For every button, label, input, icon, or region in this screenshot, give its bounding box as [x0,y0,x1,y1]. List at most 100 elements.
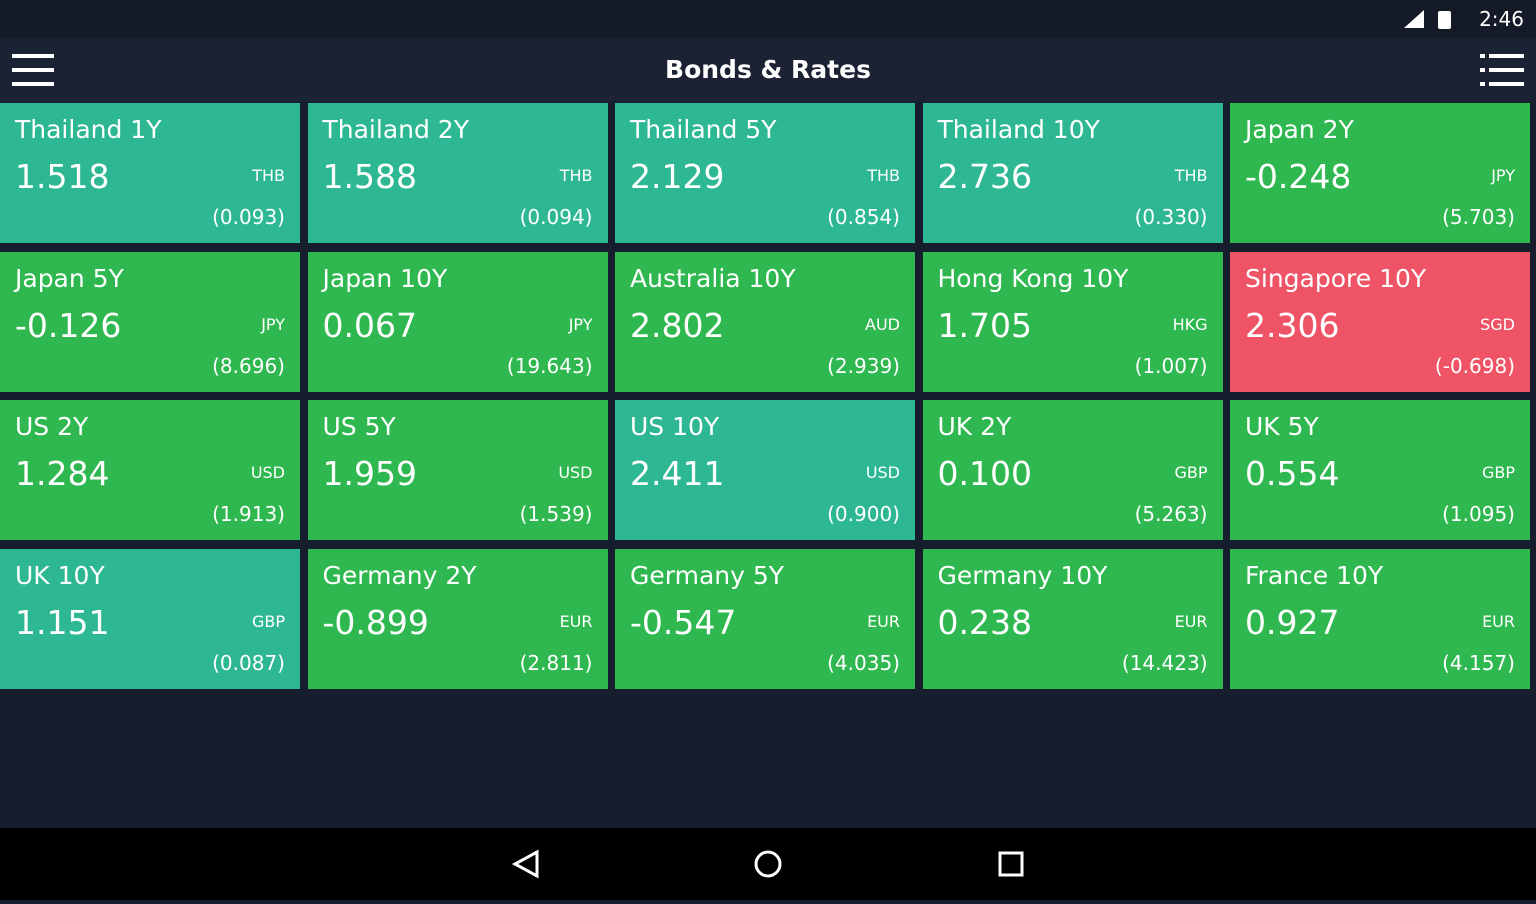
bond-name: Singapore 10Y [1245,263,1427,293]
menu-button[interactable] [12,52,56,88]
rate-tile[interactable]: Thailand 2Y 1.588 THB (0.094) [307,103,608,243]
currency: EUR [559,611,593,631]
yield-value: 1.151 [15,602,110,642]
currency: JPY [261,314,285,334]
rate-tile[interactable]: Germany 10Y 0.238 EUR (14.423) [922,548,1223,689]
back-button[interactable] [511,849,539,879]
change: (0.900) [827,502,900,526]
change: (-0.698) [1434,353,1515,378]
rate-tile[interactable]: Japan 5Y -0.126 JPY (8.696) [0,251,300,392]
rate-tile[interactable]: UK 10Y 1.151 GBP (0.087) [0,548,300,689]
yield-value: 2.802 [630,305,725,345]
rate-tile[interactable]: Germany 5Y -0.547 EUR (4.035) [615,548,915,689]
rate-tile[interactable]: France 10Y 0.927 EUR (4.157) [1230,548,1530,689]
change: (4.035) [827,650,900,675]
rate-tile[interactable]: Australia 10Y 2.802 AUD (2.939) [615,251,915,392]
rate-tile[interactable]: Japan 2Y -0.248 JPY (5.703) [1230,103,1530,243]
yield-value: 2.411 [630,454,725,493]
currency: USD [558,463,593,482]
list-view-button[interactable] [1480,52,1524,88]
yield-value: 1.705 [937,305,1032,345]
change: (19.643) [506,353,593,378]
rate-tile[interactable]: UK 5Y 0.554 GBP (1.095) [1230,400,1530,540]
yield-value: 1.518 [15,157,110,196]
change: (0.087) [212,650,285,675]
bond-name: Thailand 10Y [937,115,1100,144]
bond-name: Australia 10Y [630,263,796,293]
bond-name: US 2Y [15,412,89,441]
currency: SGD [1480,314,1515,334]
currency: USD [250,463,285,482]
status-icons [1404,10,1451,29]
bond-name: Thailand 2Y [322,115,469,144]
bond-name: UK 5Y [1245,412,1319,441]
rate-tile[interactable]: Germany 2Y -0.899 EUR (2.811) [307,548,608,689]
bond-name: France 10Y [1245,560,1384,590]
yield-value: 2.129 [630,157,725,196]
yield-value: 0.067 [322,305,417,345]
change: (1.913) [212,502,285,526]
yield-value: 1.588 [322,157,417,196]
home-button[interactable] [754,850,782,878]
rate-tile[interactable]: Japan 10Y 0.067 JPY (19.643) [307,251,608,392]
status-bar: 2:46 [0,0,1536,38]
yield-value: 0.100 [937,454,1032,493]
rate-tile[interactable]: Thailand 10Y 2.736 THB (0.330) [922,103,1223,243]
currency: GBP [1481,463,1515,482]
nav-buttons [511,849,1024,879]
change: (0.854) [827,205,900,229]
bond-name: Japan 5Y [15,263,124,293]
currency: GBP [1174,463,1208,482]
bond-name: UK 2Y [937,412,1012,441]
rate-tile[interactable]: US 10Y 2.411 USD (0.900) [615,400,915,540]
currency: THB [252,166,285,185]
currency: JPY [1491,166,1515,185]
rate-tile[interactable]: Thailand 1Y 1.518 THB (0.093) [0,103,300,243]
recents-button[interactable] [998,851,1024,877]
bond-name: US 5Y [322,412,396,441]
yield-value: -0.248 [1245,157,1352,196]
bond-name: Japan 10Y [322,263,448,293]
change: (0.094) [519,205,593,229]
bond-name: Thailand 5Y [630,115,777,144]
yield-value: 0.238 [937,602,1032,642]
bond-name: US 10Y [630,412,720,441]
yield-value: 0.927 [1245,602,1340,642]
currency: EUR [867,611,900,631]
rate-tile[interactable]: Thailand 5Y 2.129 THB (0.854) [615,103,915,243]
bond-name: Japan 2Y [1245,115,1354,144]
currency: USD [865,463,900,482]
bond-name: Hong Kong 10Y [937,263,1129,293]
bond-name: UK 10Y [15,560,105,590]
yield-value: 1.959 [322,454,417,493]
change: (4.157) [1442,650,1515,675]
rate-tile[interactable]: Hong Kong 10Y 1.705 HKG (1.007) [922,251,1223,392]
change: (0.330) [1134,205,1208,229]
yield-value: -0.547 [630,602,737,642]
change: (8.696) [212,353,285,378]
change: (2.811) [519,650,593,675]
change: (1.095) [1442,502,1515,526]
currency: THB [867,166,900,185]
change: (0.093) [212,205,285,229]
yield-value: 2.736 [937,157,1032,196]
currency: HKG [1172,314,1208,334]
yield-value: -0.899 [322,602,429,642]
clock: 2:46 [1479,7,1524,31]
bond-name: Germany 2Y [322,560,477,590]
change: (1.007) [1134,353,1208,378]
yield-value: 2.306 [1245,305,1340,345]
yield-value: 0.554 [1245,454,1340,493]
yield-value: -0.126 [15,305,122,345]
rate-tile[interactable]: UK 2Y 0.100 GBP (5.263) [922,400,1223,540]
rate-tile[interactable]: Singapore 10Y 2.306 SGD (-0.698) [1230,251,1530,392]
bond-name: Germany 5Y [630,560,785,590]
app-bar: Bonds & Rates [0,38,1536,102]
rate-tile[interactable]: US 5Y 1.959 USD (1.539) [307,400,608,540]
navigation-bar [0,828,1536,900]
yield-value: 1.284 [15,454,110,493]
page-title: Bonds & Rates [665,55,871,84]
change: (5.263) [1134,502,1208,526]
rate-tile[interactable]: US 2Y 1.284 USD (1.913) [0,400,300,540]
